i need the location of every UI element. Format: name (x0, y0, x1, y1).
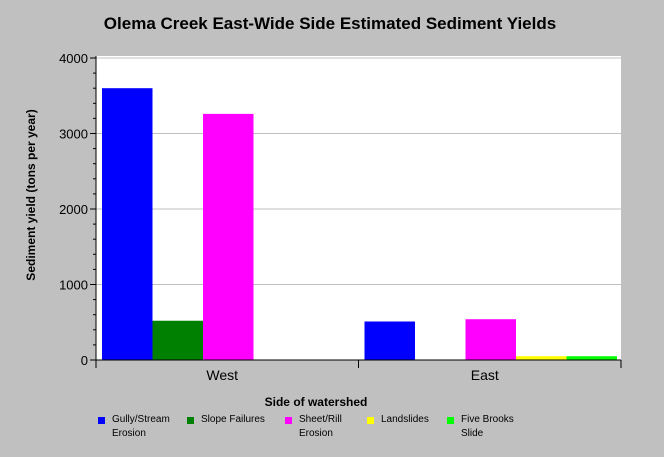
y-tick-label: 0 (81, 353, 88, 368)
bar (364, 321, 415, 360)
x-tick-label: West (206, 367, 238, 383)
bar (465, 319, 516, 360)
y-axis-label: Sediment yield (tons per year) (24, 109, 38, 280)
y-tick-labels: 0 1000 2000 3000 4000 (59, 51, 88, 368)
grid-lines (96, 57, 621, 285)
legend-swatch (187, 417, 194, 424)
legend-label: Landslides (381, 414, 429, 425)
y-tick-label: 2000 (59, 202, 88, 217)
plot-area (96, 56, 621, 360)
bar (102, 88, 153, 360)
x-tick-label: East (471, 367, 499, 383)
bar (516, 356, 567, 360)
bars (102, 88, 617, 361)
legend-label: Sheet/Rill Erosion (299, 414, 342, 439)
x-axis-label: Side of watershed (265, 395, 368, 409)
bar (152, 320, 203, 360)
y-tick-label: 4000 (59, 51, 88, 66)
legend-swatch (98, 417, 105, 424)
bar (203, 113, 254, 361)
legend-label: Five Brooks Slide (461, 414, 514, 439)
legend-label: Gully/Stream Erosion (112, 414, 170, 439)
legend-label: Slope Failures (201, 414, 265, 425)
legend-swatch (367, 417, 374, 424)
y-tick-label: 3000 (59, 127, 88, 142)
legend-swatch (285, 417, 292, 424)
y-tick-label: 1000 (59, 278, 88, 293)
legend-swatch (447, 417, 454, 424)
x-tick-labels: West East (206, 367, 498, 383)
axes (90, 56, 622, 368)
bar (566, 356, 617, 360)
chart-title: Olema Creek East-Wide Side Estimated Sed… (104, 14, 556, 33)
